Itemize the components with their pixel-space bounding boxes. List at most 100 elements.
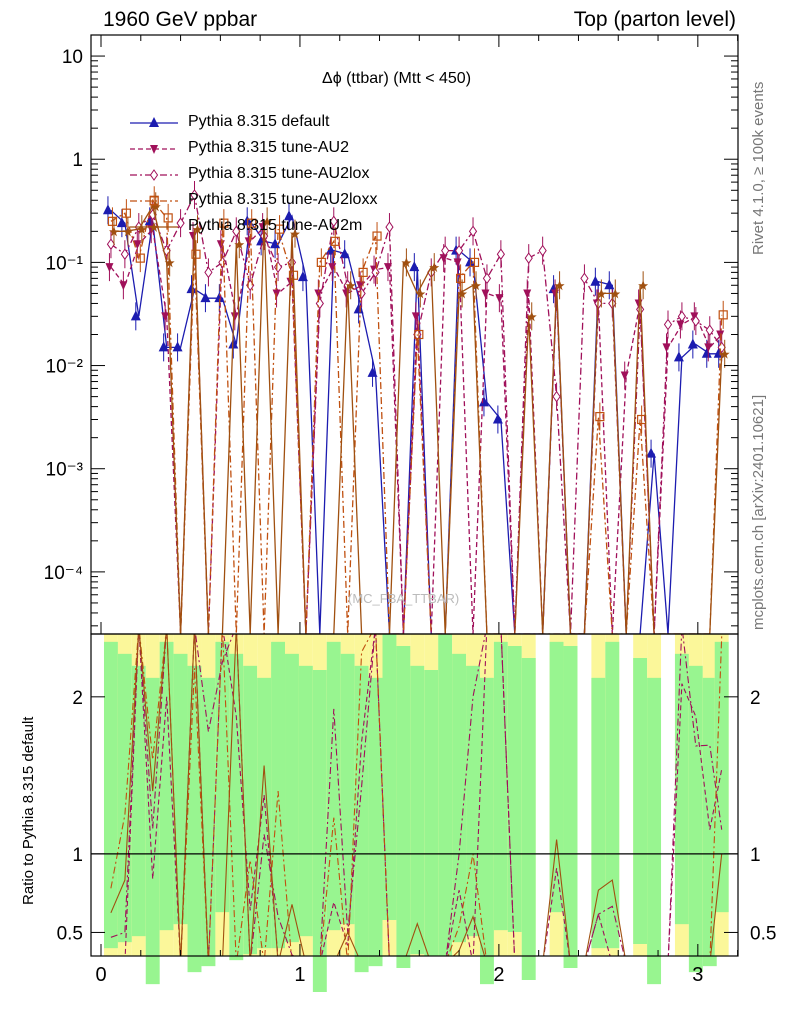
data-point bbox=[158, 341, 169, 352]
data-point bbox=[136, 224, 147, 235]
analysis-watermark: (MC_FBA_TTBAR) bbox=[348, 591, 460, 606]
data-point bbox=[716, 330, 725, 340]
data-point bbox=[673, 351, 684, 362]
data-point bbox=[580, 272, 589, 285]
data-point bbox=[214, 292, 225, 303]
data-point bbox=[481, 289, 490, 299]
data-point bbox=[455, 273, 466, 283]
data-point bbox=[219, 218, 229, 228]
data-point bbox=[372, 231, 382, 241]
ratio-band-green bbox=[257, 677, 272, 949]
y-tick-label: 10⁻³ bbox=[46, 460, 84, 481]
ratio-band-green bbox=[702, 677, 717, 967]
data-point bbox=[551, 289, 560, 299]
data-point bbox=[105, 263, 114, 273]
ratio-band-green bbox=[507, 646, 522, 932]
data-point bbox=[704, 343, 713, 353]
data-point bbox=[415, 288, 426, 299]
x-tick-label: 2 bbox=[493, 964, 504, 986]
data-point bbox=[120, 248, 129, 261]
data-point bbox=[262, 216, 273, 227]
ratio-frame bbox=[90, 633, 739, 957]
y-tick-label: 10⁻² bbox=[46, 357, 84, 378]
data-point bbox=[469, 257, 480, 267]
data-point bbox=[646, 447, 657, 458]
ratio-band-green bbox=[298, 665, 313, 937]
data-point bbox=[610, 288, 621, 299]
legend-label: Pythia 8.315 tune-AU2 bbox=[188, 139, 349, 156]
ratio-line-4 bbox=[110, 634, 723, 956]
ratio-y-tick-label: 2 bbox=[72, 688, 83, 709]
data-point bbox=[471, 280, 482, 291]
ratio-band-green bbox=[215, 641, 230, 913]
data-point bbox=[329, 215, 338, 228]
data-point bbox=[468, 225, 478, 238]
data-point bbox=[526, 311, 537, 322]
legend-marker bbox=[149, 169, 159, 181]
ratio-band-green bbox=[201, 677, 216, 967]
data-point bbox=[414, 329, 424, 340]
data-point bbox=[186, 283, 197, 294]
data-point bbox=[119, 281, 128, 291]
data-point bbox=[116, 217, 127, 228]
data-point bbox=[190, 189, 199, 201]
ratio-band-green bbox=[145, 677, 160, 985]
ratio-y-tick-label: 1 bbox=[72, 845, 83, 866]
ratio-band-green bbox=[131, 665, 146, 937]
data-point bbox=[297, 271, 308, 282]
ratio-y-axis-label: Ratio to Pythia 8.315 default bbox=[20, 716, 37, 905]
ratio-line-3 bbox=[110, 634, 723, 956]
y-tick-label: 10⁻¹ bbox=[46, 253, 84, 274]
data-point bbox=[441, 244, 450, 257]
ratio-band-green bbox=[173, 653, 188, 925]
legend-marker bbox=[149, 196, 159, 206]
data-point bbox=[218, 256, 227, 269]
data-point bbox=[200, 292, 211, 303]
data-point bbox=[283, 210, 294, 221]
data-point bbox=[590, 275, 601, 286]
data-point bbox=[701, 347, 712, 358]
data-point bbox=[492, 413, 503, 424]
ratio-band-green bbox=[312, 670, 327, 992]
ratio-band-green bbox=[605, 641, 620, 949]
ratio-band-green bbox=[229, 653, 244, 961]
legend-marker bbox=[149, 117, 159, 127]
legend-marker bbox=[149, 222, 159, 232]
ratio-band-green bbox=[243, 665, 258, 955]
data-point bbox=[102, 204, 113, 215]
data-point bbox=[357, 287, 366, 300]
header-left: 1960 GeV ppbar bbox=[103, 8, 258, 31]
data-point bbox=[595, 412, 605, 422]
data-point bbox=[429, 262, 440, 273]
data-point bbox=[230, 312, 239, 322]
series-line-3 bbox=[110, 198, 723, 634]
data-point bbox=[345, 280, 356, 291]
data-point bbox=[192, 224, 203, 235]
data-point bbox=[523, 289, 532, 299]
data-point bbox=[107, 216, 118, 226]
data-point bbox=[620, 371, 629, 381]
data-point bbox=[538, 244, 547, 257]
data-point bbox=[232, 225, 241, 238]
chart-title: Δϕ (ttbar) (Mtt < 450) bbox=[322, 70, 472, 87]
ratio-band-green bbox=[424, 670, 439, 956]
ratio-band-green bbox=[549, 641, 564, 913]
data-point bbox=[204, 266, 213, 279]
ratio-y-tick-label-right: 0.5 bbox=[750, 923, 776, 944]
data-point bbox=[316, 257, 326, 267]
data-point bbox=[274, 224, 285, 234]
ratio-band-green bbox=[479, 677, 494, 985]
legend-label: Pythia 8.315 tune-AU2lox bbox=[188, 165, 370, 182]
ratio-band-green bbox=[591, 677, 606, 949]
data-point bbox=[687, 338, 698, 349]
data-point bbox=[164, 257, 175, 268]
y-tick-label: 10 bbox=[62, 47, 83, 68]
data-point bbox=[524, 252, 533, 264]
data-point bbox=[161, 312, 170, 322]
ratio-band-green bbox=[396, 646, 411, 968]
data-point bbox=[401, 257, 412, 268]
ratio-band-green bbox=[368, 677, 383, 967]
header-right: Top (parton level) bbox=[573, 8, 736, 31]
ratio-band-green bbox=[633, 658, 648, 944]
data-point bbox=[328, 263, 337, 273]
